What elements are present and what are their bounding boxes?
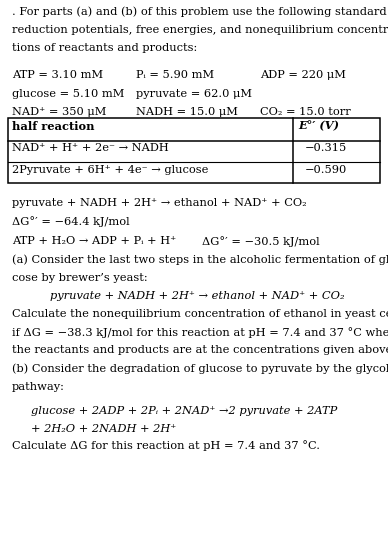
Text: if ΔG = −38.3 kJ/mol for this reaction at pH = 7.4 and 37 °C when: if ΔG = −38.3 kJ/mol for this reaction a… — [12, 327, 388, 338]
Text: CO₂ = 15.0 torr: CO₂ = 15.0 torr — [260, 107, 351, 117]
Text: pyruvate = 62.0 μM: pyruvate = 62.0 μM — [136, 89, 252, 99]
Text: (b) Consider the degradation of glucose to pyruvate by the glycolytic: (b) Consider the degradation of glucose … — [12, 364, 388, 374]
Text: reduction potentials, free energies, and nonequilibrium concentra-: reduction potentials, free energies, and… — [12, 25, 388, 35]
Text: NADH = 15.0 μM: NADH = 15.0 μM — [136, 107, 238, 117]
Text: glucose + 2ADP + 2Pᵢ + 2NAD⁺ →2 pyruvate + 2ATP: glucose + 2ADP + 2Pᵢ + 2NAD⁺ →2 pyruvate… — [31, 406, 337, 416]
Text: tions of reactants and products:: tions of reactants and products: — [12, 43, 197, 53]
Text: ATP = 3.10 mM: ATP = 3.10 mM — [12, 71, 103, 81]
Text: Calculate ΔG for this reaction at pH = 7.4 and 37 °C.: Calculate ΔG for this reaction at pH = 7… — [12, 440, 320, 451]
Text: 2Pyruvate + 6H⁺ + 4e⁻ → glucose: 2Pyruvate + 6H⁺ + 4e⁻ → glucose — [12, 164, 208, 174]
Text: ATP + H₂O → ADP + Pᵢ + H⁺: ATP + H₂O → ADP + Pᵢ + H⁺ — [12, 236, 176, 246]
Text: glucose = 5.10 mM: glucose = 5.10 mM — [12, 89, 124, 99]
Text: pathway:: pathway: — [12, 382, 64, 392]
Text: E°′ (V): E°′ (V) — [299, 120, 340, 131]
Text: −0.315: −0.315 — [305, 144, 347, 153]
Text: ΔG°′ = −64.4 kJ/mol: ΔG°′ = −64.4 kJ/mol — [12, 216, 129, 227]
Text: NAD⁺ + H⁺ + 2e⁻ → NADH: NAD⁺ + H⁺ + 2e⁻ → NADH — [12, 144, 168, 153]
Text: pyruvate + NADH + 2H⁺ → ethanol + NAD⁺ + CO₂: pyruvate + NADH + 2H⁺ → ethanol + NAD⁺ +… — [50, 291, 345, 301]
Text: . For parts (a) and (b) of this problem use the following standard: . For parts (a) and (b) of this problem … — [12, 7, 386, 17]
Text: ΔG°′ = −30.5 kJ/mol: ΔG°′ = −30.5 kJ/mol — [202, 236, 319, 247]
Text: ADP = 220 μM: ADP = 220 μM — [260, 71, 346, 81]
Text: half reaction: half reaction — [12, 120, 94, 131]
Text: Calculate the nonequilibrium concentration of ethanol in yeast cells,: Calculate the nonequilibrium concentrati… — [12, 309, 388, 319]
Text: the reactants and products are at the concentrations given above.: the reactants and products are at the co… — [12, 346, 388, 355]
Bar — [8, 118, 380, 183]
Text: cose by brewer’s yeast:: cose by brewer’s yeast: — [12, 273, 147, 283]
Text: −0.590: −0.590 — [305, 164, 347, 174]
Text: pyruvate + NADH + 2H⁺ → ethanol + NAD⁺ + CO₂: pyruvate + NADH + 2H⁺ → ethanol + NAD⁺ +… — [12, 198, 306, 208]
Text: NAD⁺ = 350 μM: NAD⁺ = 350 μM — [12, 107, 106, 117]
Text: + 2H₂O + 2NADH + 2H⁺: + 2H₂O + 2NADH + 2H⁺ — [31, 424, 176, 434]
Text: Pᵢ = 5.90 mM: Pᵢ = 5.90 mM — [136, 71, 214, 81]
Text: (a) Consider the last two steps in the alcoholic fermentation of glu-: (a) Consider the last two steps in the a… — [12, 254, 388, 265]
